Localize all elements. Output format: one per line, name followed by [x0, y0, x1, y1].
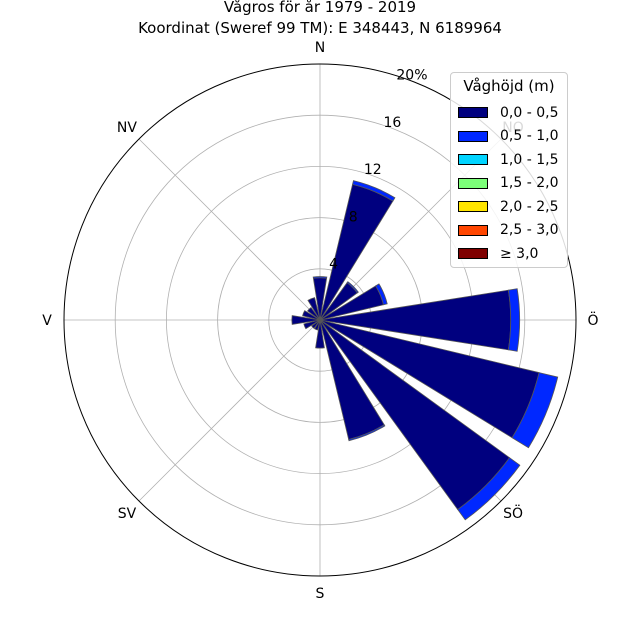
bar-112.5-bin-1: [511, 372, 559, 449]
legend-item: 2,5 - 3,0: [451, 219, 567, 243]
bar-315-bin-0: [307, 307, 321, 321]
grid-spoke-NV: [138, 138, 321, 321]
bar-45-bin-1: [346, 281, 359, 294]
legend-swatch: [458, 154, 488, 166]
legend-label: 2,5 - 3,0: [500, 222, 559, 239]
legend-item: 1,0 - 1,5: [451, 148, 567, 172]
bar-67.5-bin-1: [375, 283, 388, 306]
grid-spoke-SV: [138, 319, 321, 502]
direction-label-NV: NV: [117, 120, 137, 136]
legend-label: 1,5 - 2,0: [500, 175, 559, 192]
legend-title: Våghöjd (m): [463, 77, 555, 95]
direction-label-SÖ: SÖ: [503, 504, 523, 522]
legend-label: 2,0 - 2,5: [500, 198, 559, 215]
bar-90-bin-1: [507, 288, 521, 352]
bar-270-bin-0: [291, 315, 321, 325]
legend-swatch: [458, 177, 488, 189]
bar-225-bin-0: [311, 319, 321, 329]
legend: Våghöjd (m) 0,0 - 0,5 0,5 - 1,0 1,0 - 1,5 1…: [450, 72, 568, 268]
legend-label: 0,5 - 1,0: [500, 128, 559, 145]
direction-label-Ö: Ö: [587, 311, 598, 329]
legend-swatch: [458, 130, 488, 142]
chart-subtitle: Koordinat (Sweref 99 TM): E 348443, N 61…: [138, 19, 502, 37]
legend-item: 2,0 - 2,5: [451, 195, 567, 219]
bar-180-bin-0: [315, 319, 325, 349]
legend-swatch: [458, 248, 488, 260]
radial-tick-label-20: 20%: [396, 67, 427, 83]
legend-label: 0,0 - 0,5: [500, 104, 559, 121]
bar-22.5-bin-1: [352, 180, 396, 202]
bar-135-bin-1: [457, 457, 521, 521]
bar-247.5-bin-0: [303, 319, 321, 330]
legend-swatch: [458, 107, 488, 119]
radial-tick-label-4: 4: [329, 257, 338, 273]
legend-item: ≥ 3,0: [451, 242, 567, 266]
radial-tick-label-12: 12: [364, 162, 382, 178]
bar-0-bin-1: [312, 276, 328, 279]
direction-label-N: N: [315, 40, 325, 56]
legend-swatch: [458, 224, 488, 236]
legend-label: 1,0 - 1,5: [500, 151, 559, 168]
chart-title: Vågros för år 1979 - 2019: [223, 0, 417, 16]
direction-label-S: S: [316, 586, 325, 602]
legend-item: 1,5 - 2,0: [451, 172, 567, 196]
outer-circle: [63, 63, 577, 577]
legend-swatch: [458, 201, 488, 213]
legend-item: 0,0 - 0,5: [451, 101, 567, 125]
legend-label: ≥ 3,0: [500, 245, 539, 262]
bar-157.5-bin-1: [348, 424, 386, 442]
direction-label-SV: SV: [118, 506, 137, 522]
direction-label-V: V: [42, 313, 52, 329]
radial-tick-label-8: 8: [349, 209, 358, 225]
radial-tick-label-16: 16: [383, 115, 401, 131]
legend-item: 0,5 - 1,0: [451, 125, 567, 149]
bar-337.5-bin-0: [307, 297, 321, 321]
bar-292.5-bin-0: [302, 310, 321, 321]
